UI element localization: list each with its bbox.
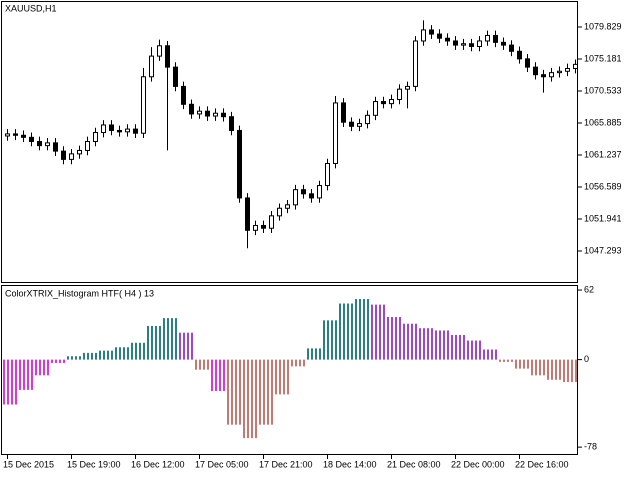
y-tick-label: 62 — [584, 284, 594, 294]
candle-body — [477, 40, 482, 47]
candle-body — [29, 136, 34, 142]
candle-body — [381, 101, 386, 105]
candle-body — [301, 189, 306, 195]
candle-body — [549, 72, 554, 78]
candle-body — [93, 132, 98, 142]
y-tick-label: 1047.293 — [584, 245, 622, 255]
candle-body — [325, 163, 330, 187]
candle-body — [5, 133, 10, 137]
candle-body — [437, 33, 442, 39]
y-tick-label: 1056.589 — [584, 181, 622, 191]
candle-body — [293, 189, 298, 206]
candle-body — [557, 70, 562, 74]
indicator-title: ColorXTRIX_Histogram HTF( H4 ) 13 — [5, 288, 154, 298]
candle-body — [317, 185, 322, 199]
y-tick-label: -78 — [584, 442, 597, 452]
candle-body — [117, 129, 122, 133]
x-tick-label: 16 Dec 12:00 — [131, 459, 185, 469]
candle-body — [565, 68, 570, 72]
candle-body — [53, 142, 58, 152]
candle-body — [421, 29, 426, 42]
candle-body — [509, 44, 514, 52]
candle-body — [45, 142, 50, 147]
candle-body — [389, 98, 394, 105]
candle-body — [165, 45, 170, 68]
candle-body — [269, 215, 274, 229]
x-tick-label: 22 Dec 16:00 — [515, 459, 569, 469]
y-tick-label: 1061.237 — [584, 149, 622, 159]
candle-body — [485, 34, 490, 42]
candle-body — [173, 66, 178, 87]
candle-body — [261, 224, 266, 229]
candle-body — [541, 74, 546, 78]
candle-body — [229, 116, 234, 131]
candle-body — [517, 50, 522, 60]
x-tick-label: 15 Dec 19:00 — [67, 459, 121, 469]
candle-body — [357, 123, 362, 127]
candle-body — [37, 140, 42, 147]
candle-body — [341, 102, 346, 123]
candle-body — [205, 110, 210, 117]
candle-body — [133, 128, 138, 134]
candle-body — [61, 150, 66, 160]
candle-body — [533, 66, 538, 76]
candle-body — [469, 43, 474, 47]
y-tick-label: 1070.533 — [584, 85, 622, 95]
candle-body — [253, 224, 258, 231]
candle-body — [157, 45, 162, 57]
candle-body — [429, 29, 434, 35]
candle-body — [149, 55, 154, 78]
candle-body — [405, 85, 410, 90]
candle-body — [373, 101, 378, 116]
candle-body — [365, 114, 370, 125]
candle-body — [285, 204, 290, 209]
candle-body — [245, 197, 250, 231]
candle-body — [333, 102, 338, 165]
candle-body — [501, 41, 506, 46]
x-tick-label: 21 Dec 08:00 — [387, 459, 441, 469]
candle-body — [221, 112, 226, 118]
candle-body — [197, 110, 202, 115]
candle-body — [525, 58, 530, 68]
candle-body — [453, 40, 458, 46]
candle-body — [413, 40, 418, 87]
candle-body — [445, 37, 450, 42]
candle-body — [101, 124, 106, 134]
x-tick-label: 17 Dec 05:00 — [195, 459, 249, 469]
y-tick-label: 1065.885 — [584, 117, 622, 127]
candle-body — [349, 121, 354, 127]
candle-body — [181, 85, 186, 105]
candle-body — [13, 133, 18, 136]
candle-body — [21, 134, 26, 138]
x-tick-label: 18 Dec 14:00 — [323, 459, 377, 469]
y-tick-label: 1079.829 — [584, 21, 622, 31]
candle-body — [573, 63, 578, 70]
y-tick-label: 0 — [584, 354, 589, 364]
candle-body — [461, 43, 466, 46]
y-tick-label: 1075.181 — [584, 53, 622, 63]
x-tick-label: 15 Dec 2015 — [3, 459, 54, 469]
candle-body — [69, 153, 74, 160]
candle-body — [397, 88, 402, 100]
candle-body — [277, 207, 282, 217]
price-pane — [1, 1, 578, 283]
candle-body — [109, 124, 114, 131]
candle-body — [237, 129, 242, 199]
y-tick-label: 1051.941 — [584, 213, 622, 223]
candle-body — [141, 76, 146, 134]
x-tick-label: 17 Dec 21:00 — [259, 459, 313, 469]
candle-body — [189, 103, 194, 115]
candle-body — [85, 140, 90, 151]
candle-body — [309, 193, 314, 199]
candle-body — [77, 149, 82, 155]
indicator-pane — [1, 285, 578, 455]
x-tick-label: 22 Dec 00:00 — [451, 459, 505, 469]
chart-title: XAUUSD,H1 — [5, 3, 57, 13]
candle-body — [213, 112, 218, 117]
candle-body — [125, 128, 130, 133]
candle-body — [493, 34, 498, 43]
